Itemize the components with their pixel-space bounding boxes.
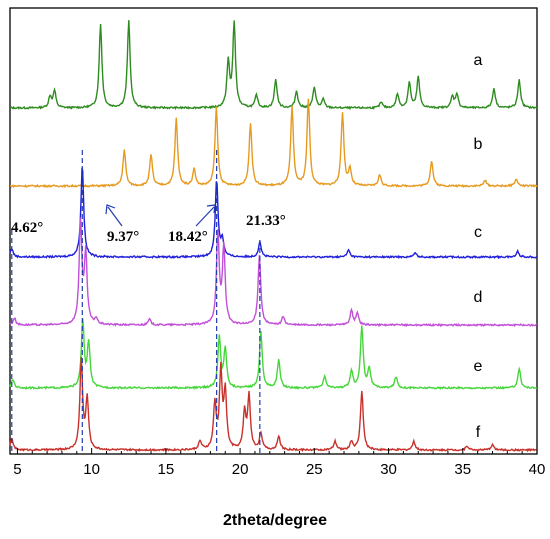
arrow-9-37 [107,206,123,227]
series-d-label: d [474,289,483,306]
annotation-2: 18.42° [168,229,208,245]
x-tick-label: 15 [158,461,175,478]
annotation-layer: 4.62° 9.37° 18.42° 21.33° [11,204,286,245]
series-c-label: c [474,224,482,241]
reference-lines [11,150,261,454]
x-tick-label: 30 [380,461,397,478]
arrow-18-42-head [206,204,216,214]
annotation-3: 21.33° [246,213,286,229]
annotation-0: 4.62° [11,220,43,236]
x-tick-label: 5 [13,461,21,478]
plot-frame [9,7,538,455]
series-layer: a b c d e f [9,20,538,453]
series-c-line [9,167,538,260]
series-b-label: b [474,136,483,153]
series-d-line [9,217,538,328]
series-f-label: f [476,424,481,441]
series-f-line [9,356,538,453]
series-e-line [9,317,538,390]
series-a-line [9,20,538,111]
series-e-label: e [474,358,483,375]
series-b-line [9,98,538,189]
x-axis-title: 2theta/degree [223,512,327,529]
annotation-1: 9.37° [107,229,139,245]
x-tick-label: 35 [454,461,471,478]
x-tick-label: 20 [232,461,249,478]
x-tick-label: 40 [529,461,546,478]
x-tick-label: 10 [83,461,100,478]
arrow-9-37-head [105,204,116,215]
x-axis: 5 10 15 20 25 30 35 40 [13,448,545,478]
x-tick-label: 25 [306,461,323,478]
arrow-18-42 [195,206,215,227]
series-a-label: a [474,52,483,69]
